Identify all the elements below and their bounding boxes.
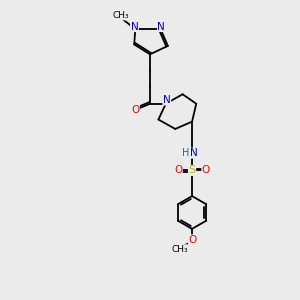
- Text: S: S: [188, 165, 196, 176]
- Text: CH₃: CH₃: [112, 11, 129, 20]
- Text: N: N: [158, 22, 165, 32]
- Text: H: H: [182, 148, 190, 158]
- Text: N: N: [163, 95, 171, 105]
- Text: N: N: [130, 22, 138, 32]
- Text: O: O: [174, 165, 182, 176]
- Text: O: O: [189, 235, 197, 245]
- Text: N: N: [190, 148, 198, 158]
- Text: O: O: [202, 165, 210, 176]
- Text: CH₃: CH₃: [171, 245, 188, 254]
- Text: O: O: [131, 105, 140, 115]
